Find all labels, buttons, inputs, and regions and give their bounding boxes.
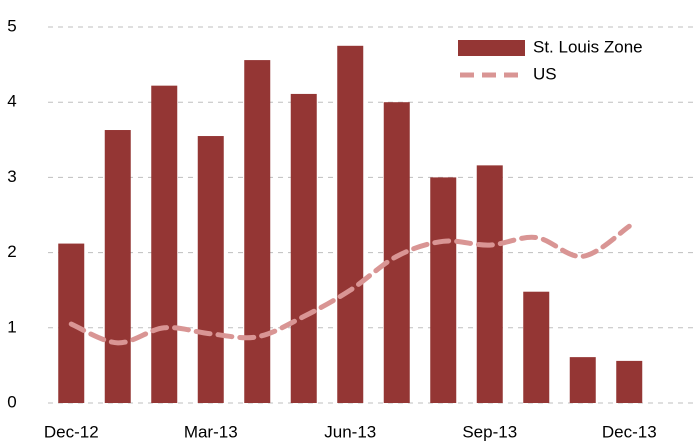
bar: [290, 93, 317, 403]
legend-label: St. Louis Zone: [533, 37, 643, 56]
bar: [476, 165, 503, 403]
x-tick-label: Dec-13: [602, 422, 657, 441]
bar: [151, 85, 178, 403]
y-tick-label: 0: [7, 392, 16, 411]
y-tick-label: 5: [7, 16, 16, 35]
y-tick-label: 3: [7, 167, 16, 186]
x-tick-label: Sep-13: [462, 422, 517, 441]
x-tick-label: Dec-12: [44, 422, 99, 441]
y-tick-label: 1: [7, 317, 16, 336]
bar: [523, 291, 550, 403]
y-tick-label: 2: [7, 242, 16, 261]
bar: [430, 177, 457, 403]
bar: [244, 60, 271, 403]
x-tick-label: Jun-13: [324, 422, 376, 441]
line: [68, 223, 632, 346]
bar: [616, 360, 643, 403]
bar: [197, 136, 224, 404]
y-tick-label: 4: [7, 92, 16, 111]
legend-swatch: [458, 40, 525, 56]
bar: [569, 357, 596, 403]
x-tick-label: Mar-13: [184, 422, 238, 441]
legend-label: US: [533, 64, 557, 83]
bar: [104, 130, 131, 404]
bar: [337, 45, 364, 404]
